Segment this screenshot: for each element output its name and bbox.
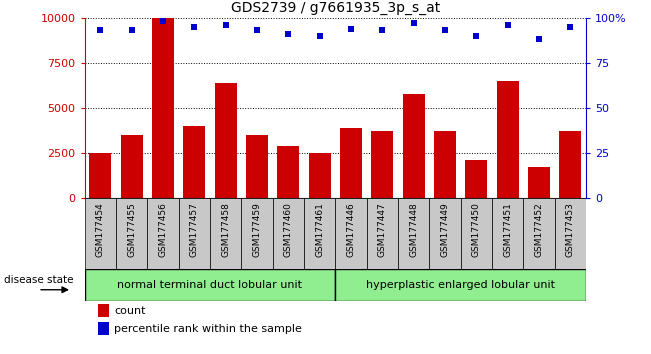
- Bar: [120, 135, 143, 198]
- Bar: [273, 198, 304, 269]
- Text: GSM177452: GSM177452: [534, 202, 544, 257]
- Bar: [528, 167, 550, 198]
- Bar: [277, 146, 299, 198]
- Text: GSM177448: GSM177448: [409, 202, 418, 257]
- Bar: [371, 131, 393, 198]
- Bar: [461, 198, 492, 269]
- Text: GSM177455: GSM177455: [127, 202, 136, 257]
- Point: [408, 20, 419, 26]
- Bar: [335, 198, 367, 269]
- Bar: [215, 83, 236, 198]
- Bar: [429, 198, 461, 269]
- Point: [189, 24, 199, 29]
- Point: [503, 22, 513, 28]
- Bar: [497, 81, 519, 198]
- Text: GSM177456: GSM177456: [158, 202, 167, 257]
- Text: GSM177446: GSM177446: [346, 202, 355, 257]
- Point: [439, 28, 450, 33]
- Text: percentile rank within the sample: percentile rank within the sample: [114, 324, 302, 333]
- Bar: [335, 269, 586, 301]
- Point: [377, 28, 387, 33]
- Bar: [559, 131, 581, 198]
- Point: [314, 33, 325, 39]
- Text: count: count: [114, 306, 145, 316]
- Bar: [85, 269, 335, 301]
- Point: [283, 31, 294, 37]
- Bar: [116, 198, 147, 269]
- Bar: [434, 131, 456, 198]
- Bar: [492, 198, 523, 269]
- Point: [221, 22, 231, 28]
- Point: [252, 28, 262, 33]
- Bar: [178, 198, 210, 269]
- Point: [126, 28, 137, 33]
- Bar: [309, 153, 331, 198]
- Bar: [402, 93, 424, 198]
- Bar: [246, 135, 268, 198]
- Text: GSM177459: GSM177459: [253, 202, 262, 257]
- Bar: [210, 198, 242, 269]
- Bar: [304, 198, 335, 269]
- Point: [95, 28, 105, 33]
- Bar: [147, 198, 178, 269]
- Bar: [523, 198, 555, 269]
- Text: disease state: disease state: [5, 275, 74, 285]
- Bar: [465, 160, 487, 198]
- Bar: [367, 198, 398, 269]
- Text: GSM177458: GSM177458: [221, 202, 230, 257]
- Bar: [152, 18, 174, 198]
- Text: GSM177453: GSM177453: [566, 202, 575, 257]
- Text: GSM177457: GSM177457: [190, 202, 199, 257]
- Text: GSM177451: GSM177451: [503, 202, 512, 257]
- Bar: [555, 198, 586, 269]
- Point: [346, 26, 356, 32]
- Text: hyperplastic enlarged lobular unit: hyperplastic enlarged lobular unit: [366, 280, 555, 290]
- Text: GSM177460: GSM177460: [284, 202, 293, 257]
- Bar: [85, 198, 116, 269]
- Point: [565, 24, 575, 29]
- Text: GSM177454: GSM177454: [96, 202, 105, 257]
- Point: [158, 18, 168, 24]
- Text: GSM177447: GSM177447: [378, 202, 387, 257]
- Point: [471, 33, 482, 39]
- Bar: [98, 304, 109, 317]
- Bar: [98, 322, 109, 335]
- Bar: [184, 126, 205, 198]
- Text: GSM177450: GSM177450: [472, 202, 480, 257]
- Bar: [89, 153, 111, 198]
- Text: normal terminal duct lobular unit: normal terminal duct lobular unit: [117, 280, 303, 290]
- Bar: [340, 128, 362, 198]
- Text: GSM177449: GSM177449: [441, 202, 449, 257]
- Bar: [242, 198, 273, 269]
- Text: GSM177461: GSM177461: [315, 202, 324, 257]
- Title: GDS2739 / g7661935_3p_s_at: GDS2739 / g7661935_3p_s_at: [230, 1, 440, 15]
- Bar: [398, 198, 429, 269]
- Point: [534, 36, 544, 42]
